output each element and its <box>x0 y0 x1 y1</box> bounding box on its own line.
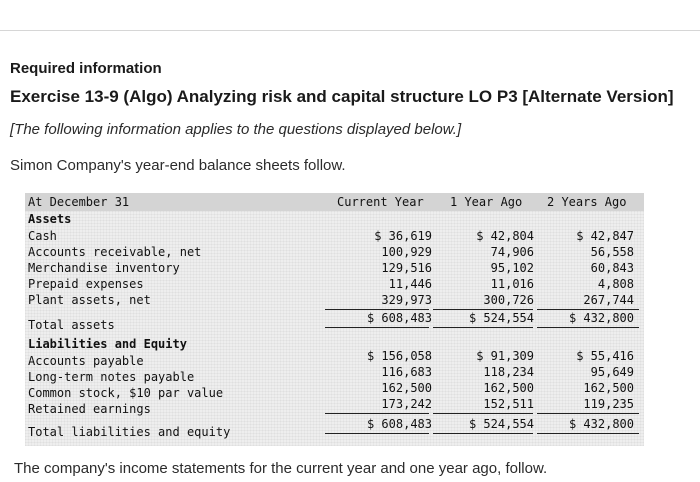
row-label-retained-earnings: Retained earnings <box>28 402 151 416</box>
cell-ap-2y: $ 55,416 <box>576 349 634 363</box>
total-rule <box>433 327 533 328</box>
total-rule <box>433 433 533 434</box>
row-label-long-term-notes: Long-term notes payable <box>28 370 195 384</box>
balance-sheet-table: At December 31 Current Year 1 Year Ago 2… <box>25 193 644 446</box>
cell-total-liab-2y: $ 432,800 <box>568 417 634 431</box>
col-header-current-year: Current Year <box>337 195 424 209</box>
cell-plant-2y: 267,744 <box>583 293 634 307</box>
cell-stock-1y: 162,500 <box>483 381 534 395</box>
row-label-accounts-payable: Accounts payable <box>28 354 144 368</box>
cell-stock-2y: 162,500 <box>583 381 634 395</box>
cell-re-1y: 152,511 <box>483 397 534 411</box>
cell-cash-1y: $ 42,804 <box>476 229 534 243</box>
cell-prepaid-current: 11,446 <box>388 277 432 291</box>
cell-cash-current: $ 36,619 <box>374 229 432 243</box>
exercise-title: Exercise 13-9 (Algo) Analyzing risk and … <box>10 87 674 106</box>
income-statement-intro: The company's income statements for the … <box>14 460 548 477</box>
col-header-2-years-ago: 2 Years Ago <box>547 195 627 209</box>
subtotal-rule <box>537 309 639 310</box>
header-date-label: At December 31 <box>28 195 130 209</box>
cell-ap-current: $ 156,058 <box>366 349 432 363</box>
cell-total-liab-current: $ 608,483 <box>366 417 432 431</box>
assets-heading: Assets <box>28 212 72 226</box>
cell-plant-current: 329,973 <box>381 293 432 307</box>
total-rule <box>537 327 639 328</box>
total-rule <box>537 433 639 434</box>
cell-stock-current: 162,500 <box>381 381 432 395</box>
subtotal-rule <box>325 413 429 414</box>
required-information-label: Required information <box>10 60 162 77</box>
row-label-merchandise-inventory: Merchandise inventory <box>28 261 180 275</box>
cell-re-2y: 119,235 <box>583 397 634 411</box>
subtotal-rule <box>325 309 429 310</box>
cell-ar-2y: 56,558 <box>590 245 634 259</box>
cell-plant-1y: 300,726 <box>483 293 534 307</box>
cell-notes-2y: 95,649 <box>590 365 634 379</box>
cell-prepaid-1y: 11,016 <box>490 277 534 291</box>
row-label-total-assets: Total assets <box>28 318 115 332</box>
cell-ar-1y: 74,906 <box>490 245 534 259</box>
cell-re-current: 173,242 <box>381 397 432 411</box>
row-label-common-stock: Common stock, $10 par value <box>28 386 224 400</box>
top-divider <box>0 30 700 31</box>
row-label-plant-assets: Plant assets, net <box>28 293 151 307</box>
table-header-band <box>25 193 644 211</box>
cell-cash-2y: $ 42,847 <box>576 229 634 243</box>
cell-notes-1y: 118,234 <box>483 365 534 379</box>
liabilities-heading: Liabilities and Equity <box>28 337 187 351</box>
instruction-note: [The following information applies to th… <box>10 121 462 138</box>
cell-total-assets-current: $ 608,483 <box>366 311 432 325</box>
total-rule <box>325 433 429 434</box>
cell-total-liab-1y: $ 524,554 <box>468 417 534 431</box>
row-label-total-liabilities-equity: Total liabilities and equity <box>28 425 231 439</box>
cell-total-assets-2y: $ 432,800 <box>568 311 634 325</box>
cell-notes-current: 116,683 <box>381 365 432 379</box>
cell-inventory-2y: 60,843 <box>590 261 634 275</box>
cell-inventory-current: 129,516 <box>381 261 432 275</box>
cell-ar-current: 100,929 <box>381 245 432 259</box>
row-label-prepaid-expenses: Prepaid expenses <box>28 277 144 291</box>
subtotal-rule <box>433 413 533 414</box>
total-rule <box>325 327 429 328</box>
subtotal-rule <box>537 413 639 414</box>
cell-ap-1y: $ 91,309 <box>476 349 534 363</box>
col-header-1-year-ago: 1 Year Ago <box>450 195 523 209</box>
row-label-accounts-receivable: Accounts receivable, net <box>28 245 202 259</box>
cell-total-assets-1y: $ 524,554 <box>468 311 534 325</box>
intro-text: Simon Company's year-end balance sheets … <box>10 157 346 174</box>
subtotal-rule <box>433 309 533 310</box>
row-label-cash: Cash <box>28 229 57 243</box>
cell-inventory-1y: 95,102 <box>490 261 534 275</box>
cell-prepaid-2y: 4,808 <box>597 277 634 291</box>
